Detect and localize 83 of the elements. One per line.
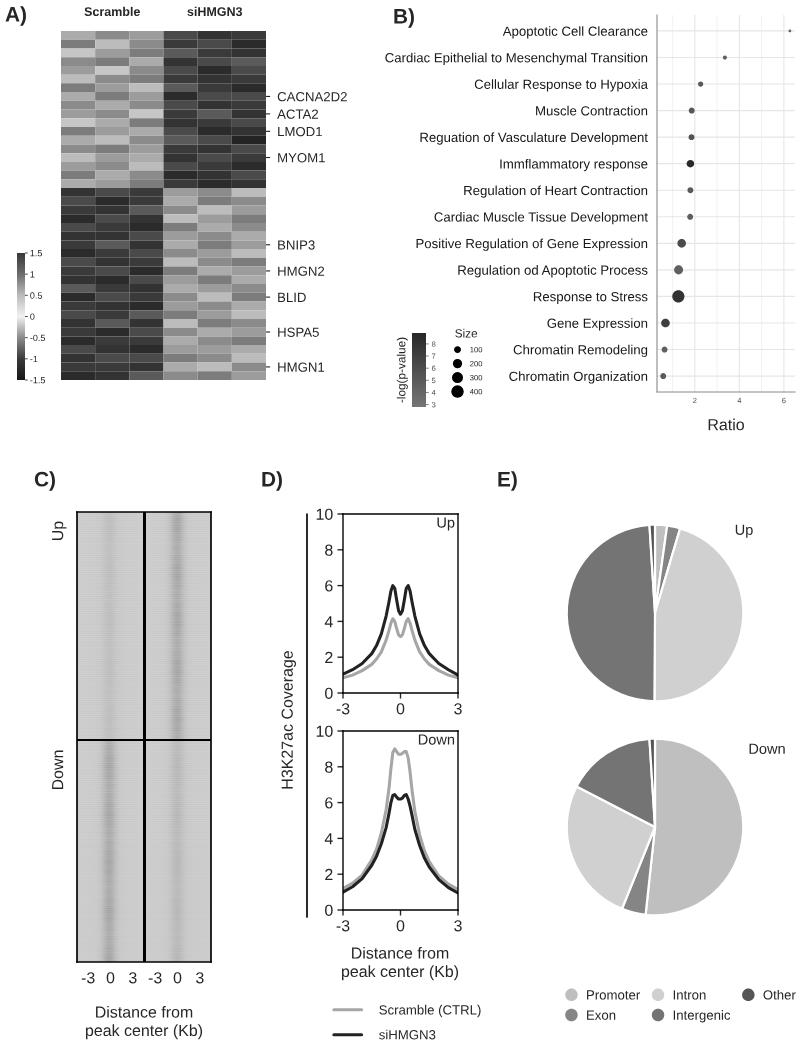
y-tick-label: Regulation od Apoptotic Process <box>458 265 648 278</box>
y-tick-label: Regulation of Heart Contraction <box>464 185 648 198</box>
y-tick-label: CACNA2D2 <box>277 92 347 102</box>
category-label: 0 <box>106 972 115 984</box>
color-bar-label: 0.5 <box>30 292 43 299</box>
color-bar-label: 1 <box>30 271 35 278</box>
annotation: Up <box>437 517 455 531</box>
line-series <box>343 584 458 677</box>
y-axis-title: H3K27ac Coverage <box>281 651 296 789</box>
y-tick-label: 10 <box>316 508 333 520</box>
y-tick-label: 2 <box>325 868 333 880</box>
x-tick-label: -3 <box>336 703 350 715</box>
text: C) <box>34 471 55 491</box>
text: Distance from peak center (Kb) <box>86 1006 203 1040</box>
y-tick-label: ACTA2 <box>277 109 318 119</box>
x-tick-label: 0 <box>396 703 405 715</box>
y-tick-label: 6 <box>325 797 333 809</box>
y-tick-label: HMGN1 <box>278 362 325 372</box>
y-tick-label: Cellular Response to Hypoxia <box>474 79 648 92</box>
y-tick-label: 2 <box>325 651 333 663</box>
x-tick-label: 3 <box>454 703 462 715</box>
x-tick-label: Scramble <box>84 6 140 17</box>
y-tick-label: 8 <box>325 544 333 556</box>
x-tick-label: 0 <box>396 920 405 932</box>
y-tick-label: Reguation of Vasculature Development <box>420 132 648 145</box>
y-tick-label: Immflammatory response <box>500 158 648 172</box>
y-tick-label: HSPA5 <box>278 327 319 337</box>
y-tick-label: BLID <box>278 292 306 302</box>
y-tick-label: Chromatin Organization <box>509 371 648 384</box>
chart-title: D) <box>262 471 282 491</box>
y-tick-label: 10 <box>316 725 333 737</box>
text: Up <box>735 524 753 538</box>
y-tick-label: HMGN2 <box>278 266 325 276</box>
line-series <box>343 747 458 891</box>
y-tick-label: LMOD1 <box>278 126 322 137</box>
text: Down <box>52 750 64 790</box>
category-label: 3 <box>129 972 137 984</box>
legend-label: Scramble (CTRL) <box>379 1004 481 1018</box>
x-axis-title: Ratio <box>708 418 744 431</box>
y-tick-label: Response to Stress <box>533 291 648 304</box>
y-tick-label: Apoptotic Cell Clearance <box>502 26 648 39</box>
chart-title: A) <box>5 6 26 26</box>
legend-label: Intron <box>673 990 706 1000</box>
color-bar-label: -0.5 <box>30 334 46 342</box>
legend-label: siHMGN3 <box>379 1029 436 1040</box>
y-tick-label: Muscle Contraction <box>536 105 648 116</box>
color-bar-title: -log(p-value) <box>396 337 408 403</box>
y-tick-label: 0 <box>325 904 333 916</box>
category-label: 0 <box>173 972 182 984</box>
y-tick-label: 0 <box>325 687 333 699</box>
legend-label: Exon <box>587 1010 616 1020</box>
x-tick-label: -3 <box>336 920 350 932</box>
text: B) <box>394 8 414 28</box>
legend-label: Other <box>763 989 796 1000</box>
x-axis-title: Distance from peak center (Kb) <box>342 947 459 981</box>
y-tick-label: 4 <box>324 616 333 628</box>
x-tick-label: 3 <box>454 920 462 932</box>
y-tick-label: MYOM1 <box>278 153 325 163</box>
line-series <box>343 617 458 680</box>
y-tick-label: Gene Expression <box>547 318 648 331</box>
y-tick-label: BNIP3 <box>278 240 315 250</box>
legend-label: Intergenic <box>673 1010 731 1023</box>
y-tick-label: Chromatin Remodeling <box>513 344 648 358</box>
chart-title: E) <box>498 471 517 491</box>
category-label: -3 <box>148 972 162 984</box>
color-bar-label: 1.5 <box>30 250 43 257</box>
y-tick-label: 6 <box>325 580 333 592</box>
y-tick-label: Cardiac Muscle Tissue Development <box>434 211 648 225</box>
y-tick-label: 8 <box>325 761 333 773</box>
text: Up <box>52 521 67 540</box>
annotation: Down <box>418 734 455 745</box>
y-tick-label: Positive Regulation of Gene Expression <box>416 238 648 251</box>
y-tick-label: Cardiac Epithelial to Mesenchymal Transition <box>385 52 648 65</box>
y-tick-label: 4 <box>324 833 333 845</box>
color-bar-label: 0 <box>30 313 35 320</box>
legend-label: Promoter <box>587 990 641 1000</box>
text: Down <box>749 743 785 754</box>
color-bar-label: -1.5 <box>30 377 46 384</box>
color-bar-label: -1 <box>30 355 38 363</box>
category-label: 3 <box>196 972 204 984</box>
line-series <box>343 793 458 895</box>
category-label: -3 <box>81 972 95 984</box>
legend-title: Size <box>455 328 478 338</box>
